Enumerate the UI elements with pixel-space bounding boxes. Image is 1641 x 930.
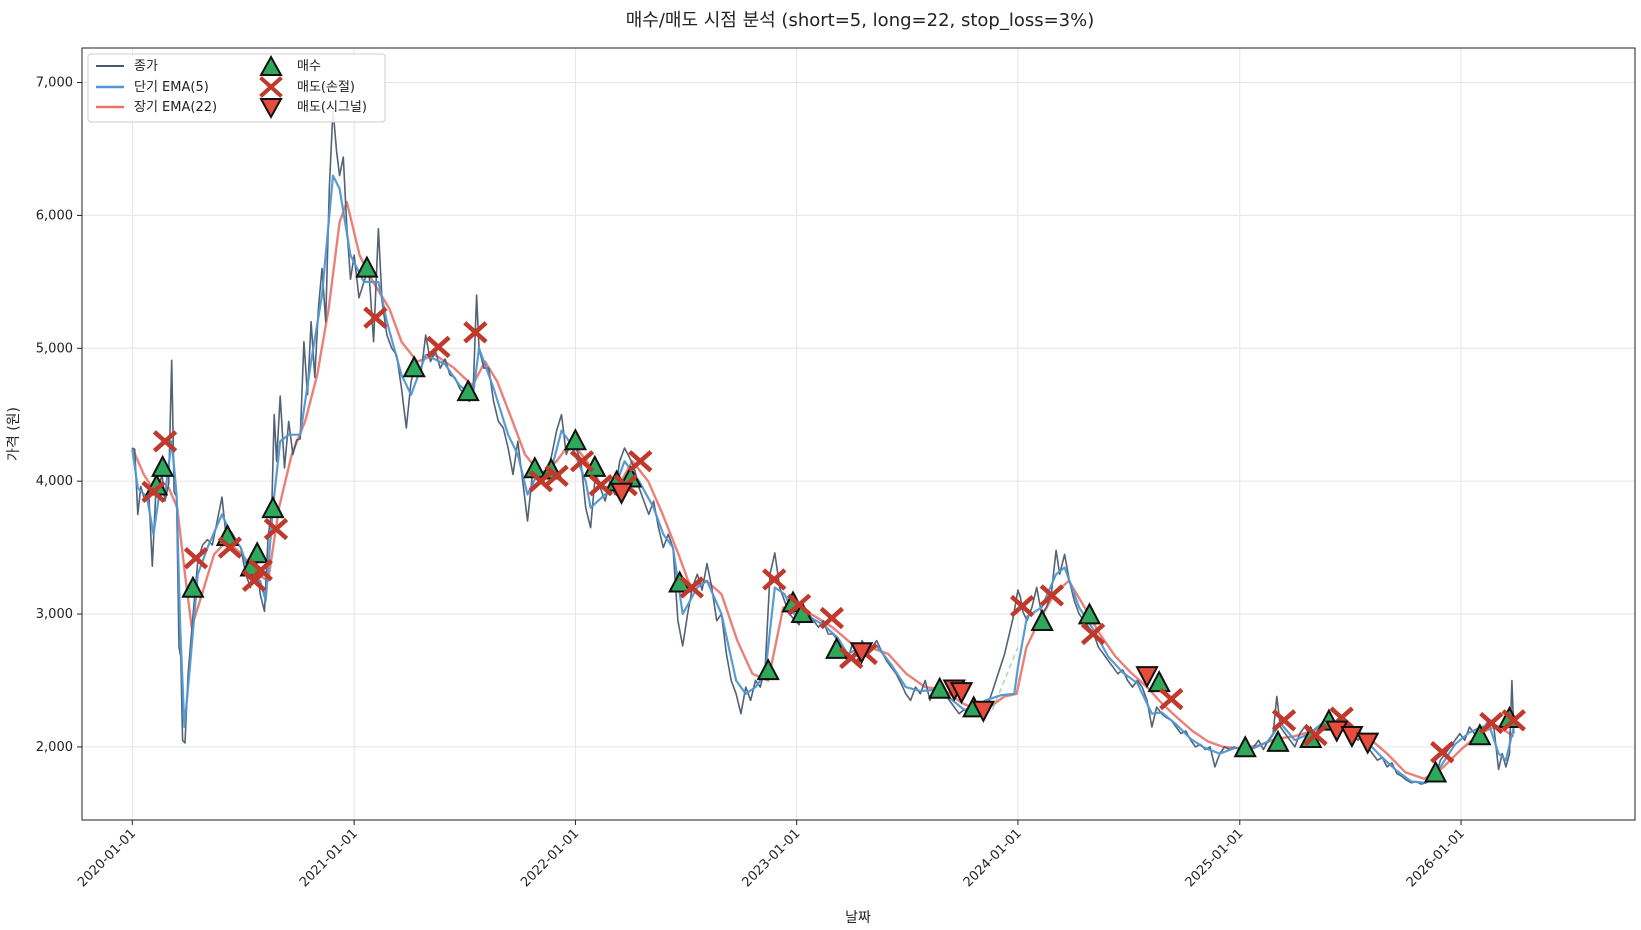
buy-marker: [1030, 608, 1054, 632]
sell-stop-marker: [819, 606, 845, 630]
series-line-ema-short: [131, 174, 1515, 784]
x-axis-label: 날짜: [845, 910, 871, 926]
sell-signal-marker: [1356, 732, 1380, 755]
x-tick-label: 2022-01-01: [518, 826, 582, 890]
legend-box: [87, 53, 386, 123]
legend-sell-signal-icon: [259, 98, 283, 120]
buy-marker: [261, 495, 285, 519]
gap-dashed-line: [991, 646, 1019, 710]
sell-signal-marker: [949, 682, 974, 705]
sell-stop-marker: [679, 576, 704, 599]
sell-stop-marker: [1009, 594, 1035, 618]
y-tick-label: 6,000: [36, 208, 73, 223]
series-lines: [131, 108, 1515, 785]
x-axis: 2020-01-01 2021-01-01 2022-01-01 2023-01-01…: [75, 820, 1468, 890]
sell-stop-marker: [1080, 622, 1106, 646]
series-line-close: [131, 108, 1515, 785]
legend-label-buy: 매수: [297, 59, 321, 74]
sell-stop-marker: [1501, 709, 1526, 732]
buy-marker: [150, 454, 175, 477]
chart-title: 매수/매도 시점 분석 (short=5, long=22, stop_loss…: [626, 10, 1095, 31]
x-tick-label: 2026-01-01: [1404, 826, 1468, 890]
legend-label-ema-short: 단기 EMA(5): [134, 80, 209, 95]
x-tick-label: 2024-01-01: [961, 826, 1025, 890]
series-line-ema-long: [131, 200, 1515, 780]
sell-stop-marker: [544, 464, 569, 488]
y-tick-label: 2,000: [36, 740, 73, 755]
sell-signal-marker: [609, 482, 634, 505]
sell-stop-marker: [463, 321, 488, 344]
sell-stop-marker: [1039, 584, 1065, 607]
x-tick-label: 2023-01-01: [739, 826, 803, 890]
y-tick-label: 5,000: [36, 341, 73, 356]
legend-label-ema-long: 장기 EMA(22): [134, 100, 217, 115]
sell-signal-marker: [1340, 725, 1364, 749]
y-tick-label: 4,000: [36, 474, 73, 489]
sell-stop-marker: [363, 306, 388, 329]
sell-stop-marker: [1479, 711, 1504, 735]
buy-marker: [1423, 760, 1448, 783]
y-tick-label: 7,000: [36, 76, 73, 91]
buy-marker: [456, 378, 480, 402]
gap-segment: [991, 646, 1019, 710]
sell-stop-marker: [628, 450, 653, 473]
y-axis-label: 가격 (원): [6, 407, 22, 461]
sell-stop-marker: [1159, 687, 1184, 711]
sell-stop-marker: [1430, 741, 1455, 764]
sell-signal-marker: [1135, 666, 1159, 689]
sell-stop-marker: [528, 469, 554, 493]
y-tick-label: 3,000: [36, 607, 73, 622]
sell-stop-marker: [152, 430, 178, 453]
sell-stop-marker: [426, 335, 451, 359]
grid: [82, 48, 1635, 820]
sell-stop-marker: [1303, 723, 1328, 747]
sell-stop-marker: [248, 559, 273, 582]
sell-stop-marker: [762, 568, 787, 591]
legend: 종가 단기 EMA(5) 장기 EMA(22) 매수 매도(손절) 매도(시그널…: [87, 53, 386, 123]
x-tick-label: 2020-01-01: [75, 826, 139, 890]
sell-stop-marker: [569, 450, 595, 473]
buy-marker: [756, 658, 780, 681]
legend-label-close: 종가: [134, 59, 158, 74]
buy-marker: [1147, 669, 1171, 693]
x-tick-label: 2025-01-01: [1183, 826, 1247, 890]
sell-stop-marker: [241, 569, 267, 593]
sell-stop-marker: [217, 536, 243, 559]
trade-markers: [141, 255, 1526, 783]
sell-stop-marker: [1271, 709, 1297, 732]
buy-marker: [402, 355, 426, 378]
buy-marker: [1468, 723, 1492, 746]
sell-signal-marker: [849, 642, 874, 665]
sell-stop-marker: [141, 480, 166, 503]
sell-stop-marker: [786, 593, 812, 616]
y-axis: 2,000 3,000 4,000 5,000 6,000 7,000: [36, 76, 82, 755]
buy-marker: [245, 541, 269, 564]
buy-marker: [1266, 729, 1290, 752]
sell-signal-marker: [971, 700, 996, 723]
buy-marker: [1233, 735, 1257, 758]
buy-marker: [563, 428, 588, 451]
buy-marker: [181, 575, 205, 598]
buy-marker: [1077, 602, 1102, 625]
legend-label-sell-signal: 매도(시그널): [297, 100, 367, 115]
legend-sell-stop-icon: [259, 76, 283, 98]
buy-marker: [355, 255, 379, 278]
legend-buy-icon: [259, 54, 283, 76]
plot-area: [81, 47, 1636, 821]
buy-marker: [928, 676, 952, 699]
sell-stop-marker: [263, 517, 289, 541]
sell-stop-marker: [588, 473, 614, 497]
x-tick-label: 2021-01-01: [297, 826, 361, 890]
sell-stop-marker: [183, 547, 209, 570]
legend-label-sell-stop: 매도(손절): [297, 80, 355, 95]
